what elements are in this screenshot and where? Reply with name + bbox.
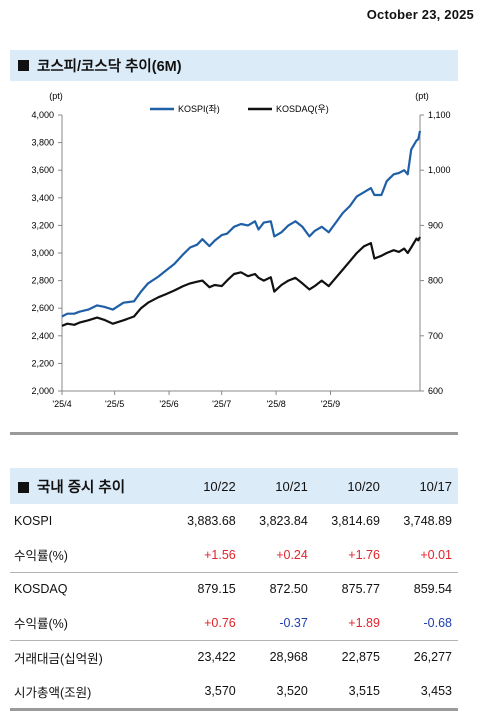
date-header: 10/21 xyxy=(275,478,308,494)
left-tick-label: 2,200 xyxy=(31,358,54,368)
right-tick-label: 800 xyxy=(428,276,443,286)
row-label: 시가총액(조원) xyxy=(14,685,92,700)
table-row: 수익률(%) +1.56 +0.24 +1.76 +0.01 xyxy=(10,538,458,572)
left-tick-label: 2,400 xyxy=(31,331,54,341)
right-axis-unit: (pt) xyxy=(415,91,429,101)
row-label: 수익률(%) xyxy=(14,617,68,632)
table-cell: 3,570 xyxy=(204,684,236,698)
legend-label: KOSPI(좌) xyxy=(178,104,220,114)
left-tick-label: 3,800 xyxy=(31,138,54,148)
table-cell: +0.01 xyxy=(420,547,452,562)
right-tick-label: 1,100 xyxy=(428,110,451,120)
left-tick-label: 3,400 xyxy=(31,193,54,203)
left-tick-label: 2,800 xyxy=(31,276,54,286)
date-header: 10/22 xyxy=(203,478,236,494)
left-tick-label: 2,000 xyxy=(31,386,54,396)
table-row: 수익률(%) +0.76 -0.37 +1.89 -0.68 xyxy=(10,606,458,640)
table-cell: 26,277 xyxy=(385,639,458,674)
row-label: KOSDAQ xyxy=(10,571,170,606)
table-cell: 3,823.84 xyxy=(259,514,308,528)
table-cell: +1.56 xyxy=(204,547,236,562)
table-title-cell: 국내 증시 추이 xyxy=(10,468,170,504)
left-tick-label: 3,600 xyxy=(31,165,54,175)
left-tick-label: 2,600 xyxy=(31,303,54,313)
left-axis-unit: (pt) xyxy=(49,91,63,101)
row-label: KOSPI xyxy=(14,514,53,528)
chart-title: 코스피/코스닥 추이(6M) xyxy=(37,59,182,75)
date-header: 10/20 xyxy=(347,478,380,494)
x-tick-label: '25/8 xyxy=(266,399,285,409)
right-tick-label: 900 xyxy=(428,220,443,230)
right-tick-label: 700 xyxy=(428,331,443,341)
table-cell: 3,453 xyxy=(420,684,452,698)
x-tick-label: '25/6 xyxy=(159,399,178,409)
table-title: 국내 증시 추이 xyxy=(37,479,126,496)
table-cell: 3,883.68 xyxy=(187,514,236,528)
table-cell: 3,515 xyxy=(348,684,380,698)
row-label: 수익률(%) xyxy=(14,549,68,564)
table-cell: +0.24 xyxy=(276,547,308,562)
table-cell: 23,422 xyxy=(169,639,242,674)
right-tick-label: 600 xyxy=(428,386,443,396)
table-cell: 3,748.89 xyxy=(403,514,452,528)
table-cell: -0.37 xyxy=(279,615,308,630)
market-summary-table: 국내 증시 추이 10/22 10/21 10/20 10/17 KOSPI 3,… xyxy=(10,468,458,711)
square-bullet-icon xyxy=(18,481,29,493)
chart-bottom-rule xyxy=(10,432,458,435)
table-cell: +1.89 xyxy=(348,615,380,630)
table-cell: 879.15 xyxy=(169,571,242,606)
square-bullet-icon xyxy=(18,60,29,71)
x-tick-label: '25/5 xyxy=(105,399,124,409)
x-tick-label: '25/9 xyxy=(321,399,340,409)
left-tick-label: 3,200 xyxy=(31,220,54,230)
table-row: KOSDAQ 879.15 872.50 875.77 859.54 xyxy=(10,571,458,606)
table-cell: +1.76 xyxy=(348,547,380,562)
table-cell: 3,520 xyxy=(276,684,308,698)
table-cell: +0.76 xyxy=(204,615,236,630)
series-line-kospi xyxy=(61,130,422,318)
table-cell: 875.77 xyxy=(313,571,386,606)
left-tick-label: 4,000 xyxy=(31,110,54,120)
table-header-row: 국내 증시 추이 10/22 10/21 10/20 10/17 xyxy=(10,468,458,504)
legend-label: KOSDAQ(우) xyxy=(276,104,329,114)
x-tick-label: '25/4 xyxy=(52,399,71,409)
right-tick-label: 1,000 xyxy=(428,165,451,175)
x-tick-label: '25/7 xyxy=(212,399,231,409)
report-date: October 23, 2025 xyxy=(366,7,474,22)
table-cell: 22,875 xyxy=(313,639,386,674)
chart-section-header: 코스피/코스닥 추이(6M) xyxy=(10,50,458,81)
table-row: 거래대금(십억원) 23,422 28,968 22,875 26,277 xyxy=(10,639,458,674)
kospi-kosdaq-chart: (pt) (pt) 2,000 2,200 2,400 2,600 2,800 3,000 3,… xyxy=(31,91,451,409)
table-cell: -0.68 xyxy=(423,615,453,630)
table-cell: 872.50 xyxy=(241,571,314,606)
table-cell: 859.54 xyxy=(385,571,458,606)
table-row: 시가총액(조원) 3,570 3,520 3,515 3,453 xyxy=(10,674,458,708)
table-bottom-rule xyxy=(10,708,458,711)
table-row: KOSPI 3,883.68 3,823.84 3,814.69 3,748.89 xyxy=(10,504,458,538)
row-label: 거래대금(십억원) xyxy=(10,639,170,674)
table-cell: 3,814.69 xyxy=(331,514,380,528)
left-tick-label: 3,000 xyxy=(31,248,54,258)
date-header: 10/17 xyxy=(419,478,452,494)
table-cell: 28,968 xyxy=(241,639,314,674)
series-line-kosdaq xyxy=(61,236,421,327)
